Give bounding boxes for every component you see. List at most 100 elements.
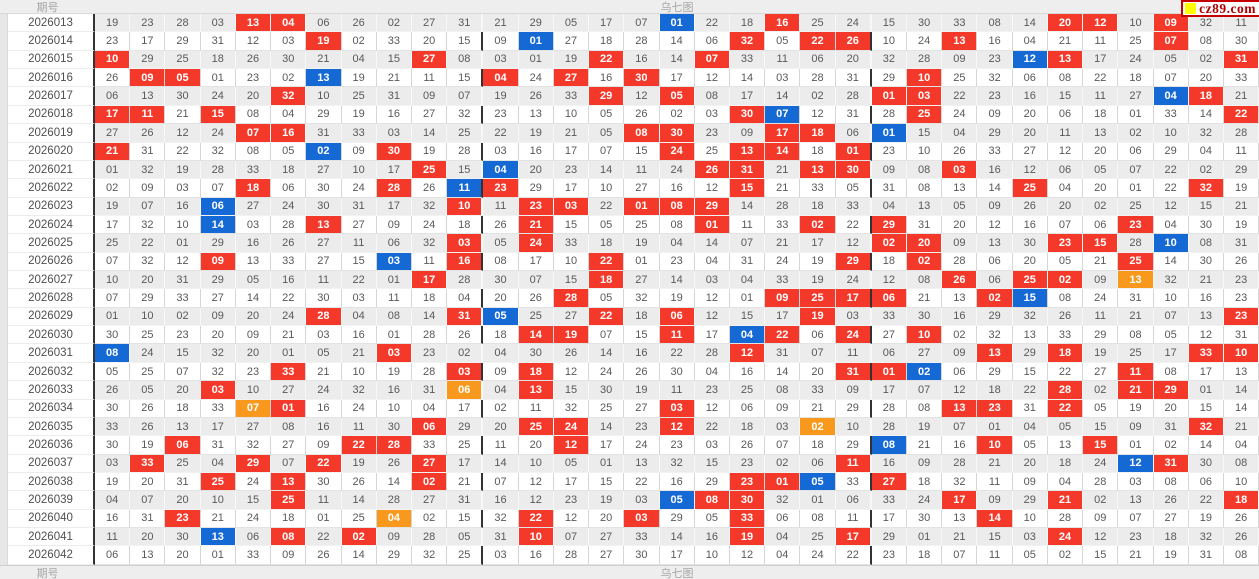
number-cell: 01	[977, 417, 1013, 437]
number-cell-red: 28	[376, 436, 412, 455]
number-cell: 17	[200, 417, 236, 437]
number-cell: 16	[165, 197, 201, 216]
number-cell: 33	[235, 546, 272, 565]
number-cell: 24	[1083, 454, 1119, 473]
number-cell: 33	[200, 399, 236, 418]
number-cell: 21	[306, 362, 342, 382]
number-cell-red: 26	[694, 160, 730, 180]
issue-label: 2026035	[8, 417, 95, 437]
number-cell: 06	[729, 399, 766, 418]
number-cell-red: 01	[694, 215, 730, 235]
number-cell: 02	[483, 399, 519, 418]
number-cell: 22	[1047, 362, 1084, 382]
number-cell: 26	[1224, 509, 1259, 529]
number-cell-blue: 08	[95, 344, 131, 363]
number-cell: 04	[411, 399, 448, 418]
number-cell: 21	[376, 69, 412, 88]
number-cell-red: 22	[589, 307, 625, 327]
number-cell: 13	[1083, 124, 1119, 143]
number-cell-red: 08	[659, 197, 695, 216]
number-cell: 25	[95, 234, 131, 253]
number-cell: 15	[907, 124, 943, 143]
number-cell: 09	[942, 50, 978, 70]
chart-row: 2026028 07 29 33 27 14 22 30 03 11 18 04 20 26 28 05 32 1…	[0, 289, 1259, 308]
chart-row: 2026038 19 20 31 25 24 13 30 26 14 02 21 07 12 17 15 22 1…	[0, 472, 1259, 492]
number-cell: 16	[483, 491, 519, 510]
left-gutter	[0, 124, 8, 143]
chart-row: 2026014 23 17 29 31 12 03 19 02 33 20 15 09 01 27 18 28 1…	[0, 32, 1259, 51]
number-cell: 33	[624, 528, 660, 547]
number-cell: 27	[907, 344, 943, 363]
number-cell: 22	[1153, 179, 1189, 198]
number-cell: 26	[553, 344, 590, 363]
number-cell-red: 13	[271, 472, 307, 492]
number-cell: 14	[411, 307, 448, 327]
number-cell: 23	[1224, 271, 1259, 290]
number-cell: 20	[518, 436, 554, 455]
number-cell: 33	[871, 307, 908, 327]
number-cell: 04	[95, 491, 131, 510]
number-cell: 10	[376, 399, 412, 418]
number-cell: 07	[483, 472, 519, 492]
number-cell: 20	[1012, 124, 1048, 143]
number-cell-blue: 15	[1012, 289, 1048, 308]
number-cell-red: 04	[271, 14, 307, 33]
number-cell: 09	[341, 142, 377, 161]
number-cell: 01	[376, 271, 412, 290]
number-cell: 33	[800, 179, 836, 198]
cz89-logo-link[interactable]: cz89.com	[1181, 0, 1259, 17]
number-cell: 11	[765, 50, 801, 70]
number-cell-red: 21	[1118, 381, 1154, 400]
number-cell: 27	[1153, 509, 1189, 529]
number-cell-red: 17	[942, 491, 978, 510]
number-cell-red: 22	[800, 32, 836, 51]
number-cell: 19	[411, 142, 448, 161]
number-cell: 08	[1047, 69, 1084, 88]
number-cell-red: 25	[1012, 271, 1048, 290]
number-cell: 12	[694, 307, 730, 327]
number-cell-red: 09	[765, 289, 801, 308]
number-cell: 07	[200, 179, 236, 198]
number-cell: 23	[553, 491, 590, 510]
number-cell: 24	[200, 124, 236, 143]
chart-row: 2026039 04 07 20 10 15 25 11 14 28 27 31 16 12 23 19 03 0…	[0, 491, 1259, 510]
number-cell: 16	[942, 436, 978, 455]
number-cell: 31	[376, 87, 412, 106]
chart-row: 2026023 19 07 16 06 27 24 30 31 17 32 10 11 23 03 22 01 0…	[0, 197, 1259, 216]
number-cell: 25	[341, 509, 377, 529]
number-cell: 28	[1083, 472, 1119, 492]
number-cell-red: 25	[800, 289, 836, 308]
number-cell-orange: 02	[800, 417, 836, 437]
number-cell: 23	[659, 436, 695, 455]
number-cell-red: 06	[165, 436, 201, 455]
number-cell: 19	[553, 50, 590, 70]
chart-row: 2026025 25 22 01 29 16 26 27 11 06 32 03 05 24 33 18 19 0…	[0, 234, 1259, 253]
number-cell: 30	[306, 289, 342, 308]
number-cell: 04	[694, 252, 730, 272]
number-cell: 25	[1118, 197, 1154, 216]
number-cell: 13	[942, 289, 978, 308]
number-cell-red: 33	[271, 362, 307, 382]
number-cell: 23	[1118, 528, 1154, 547]
number-cell: 15	[165, 344, 201, 363]
number-cell: 11	[835, 509, 872, 529]
number-cell-red: 02	[341, 528, 377, 547]
number-cell: 20	[483, 289, 519, 308]
number-cell-red: 22	[341, 436, 377, 455]
number-cell: 12	[518, 472, 554, 492]
number-cell: 07	[800, 344, 836, 363]
number-cell: 23	[411, 344, 448, 363]
issue-label: 2026024	[8, 215, 95, 235]
number-cell: 32	[765, 491, 801, 510]
number-cell-blue: 05	[483, 307, 519, 327]
number-cell: 14	[729, 69, 766, 88]
number-cell-red: 19	[729, 528, 766, 547]
number-cell: 02	[1188, 50, 1224, 70]
number-cell: 15	[1188, 399, 1224, 418]
number-cell-red: 31	[1224, 50, 1259, 70]
number-cell-red: 28	[376, 179, 412, 198]
number-cell: 12	[1047, 142, 1084, 161]
number-cell: 32	[411, 234, 448, 253]
number-cell: 30	[907, 509, 943, 529]
number-cell-red: 22	[1224, 105, 1259, 125]
